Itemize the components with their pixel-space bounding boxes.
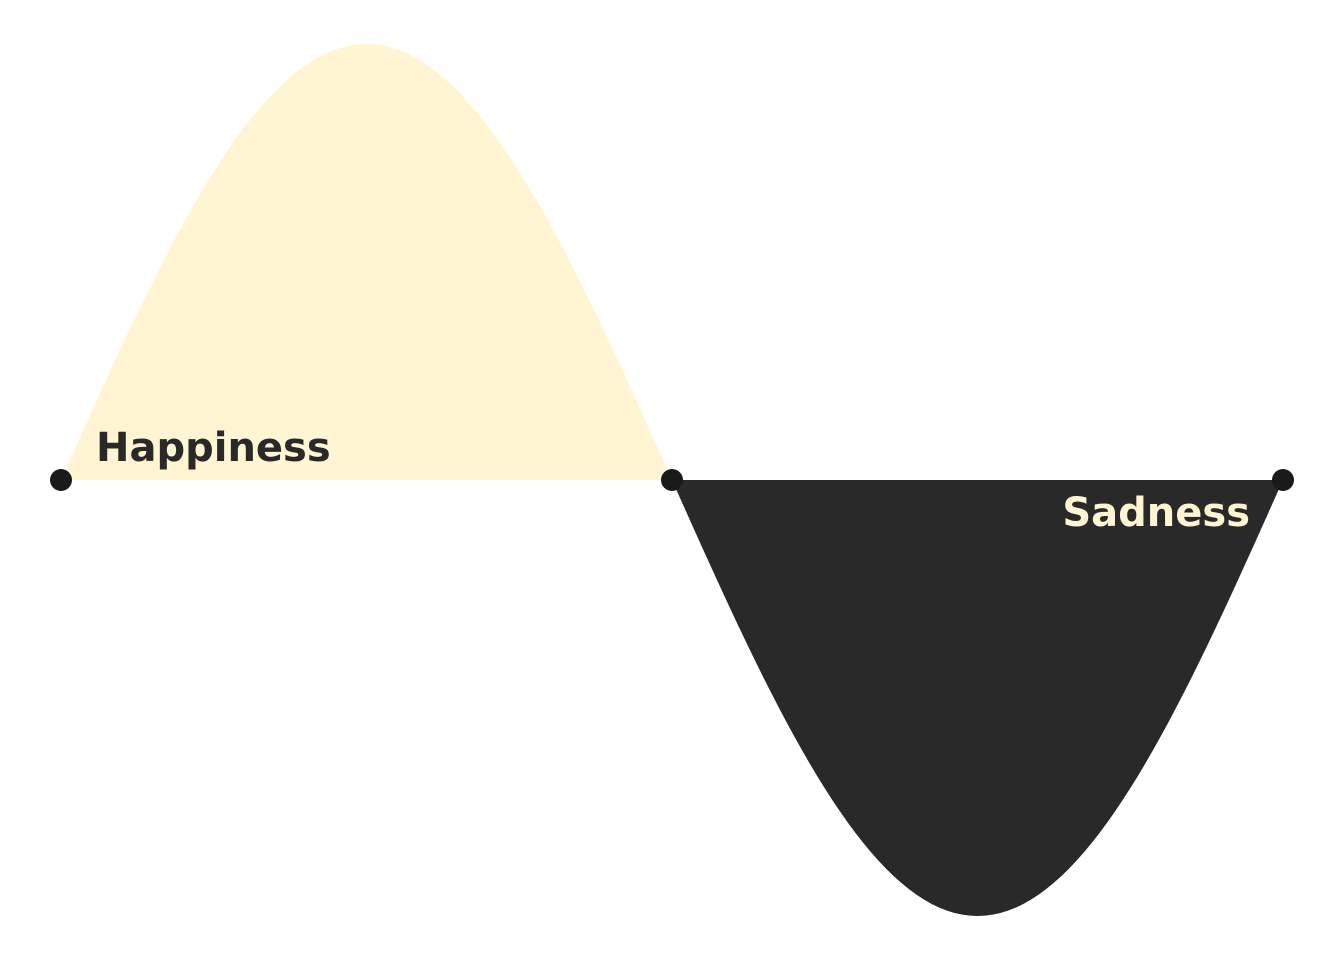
sadness-lobe [672,480,1283,916]
happiness-label: Happiness [96,425,331,471]
happiness-lobe [61,44,672,480]
start-point [50,469,72,491]
end-point [1272,469,1294,491]
midpoint-point [661,469,683,491]
sadness-label: Sadness [1062,490,1250,536]
